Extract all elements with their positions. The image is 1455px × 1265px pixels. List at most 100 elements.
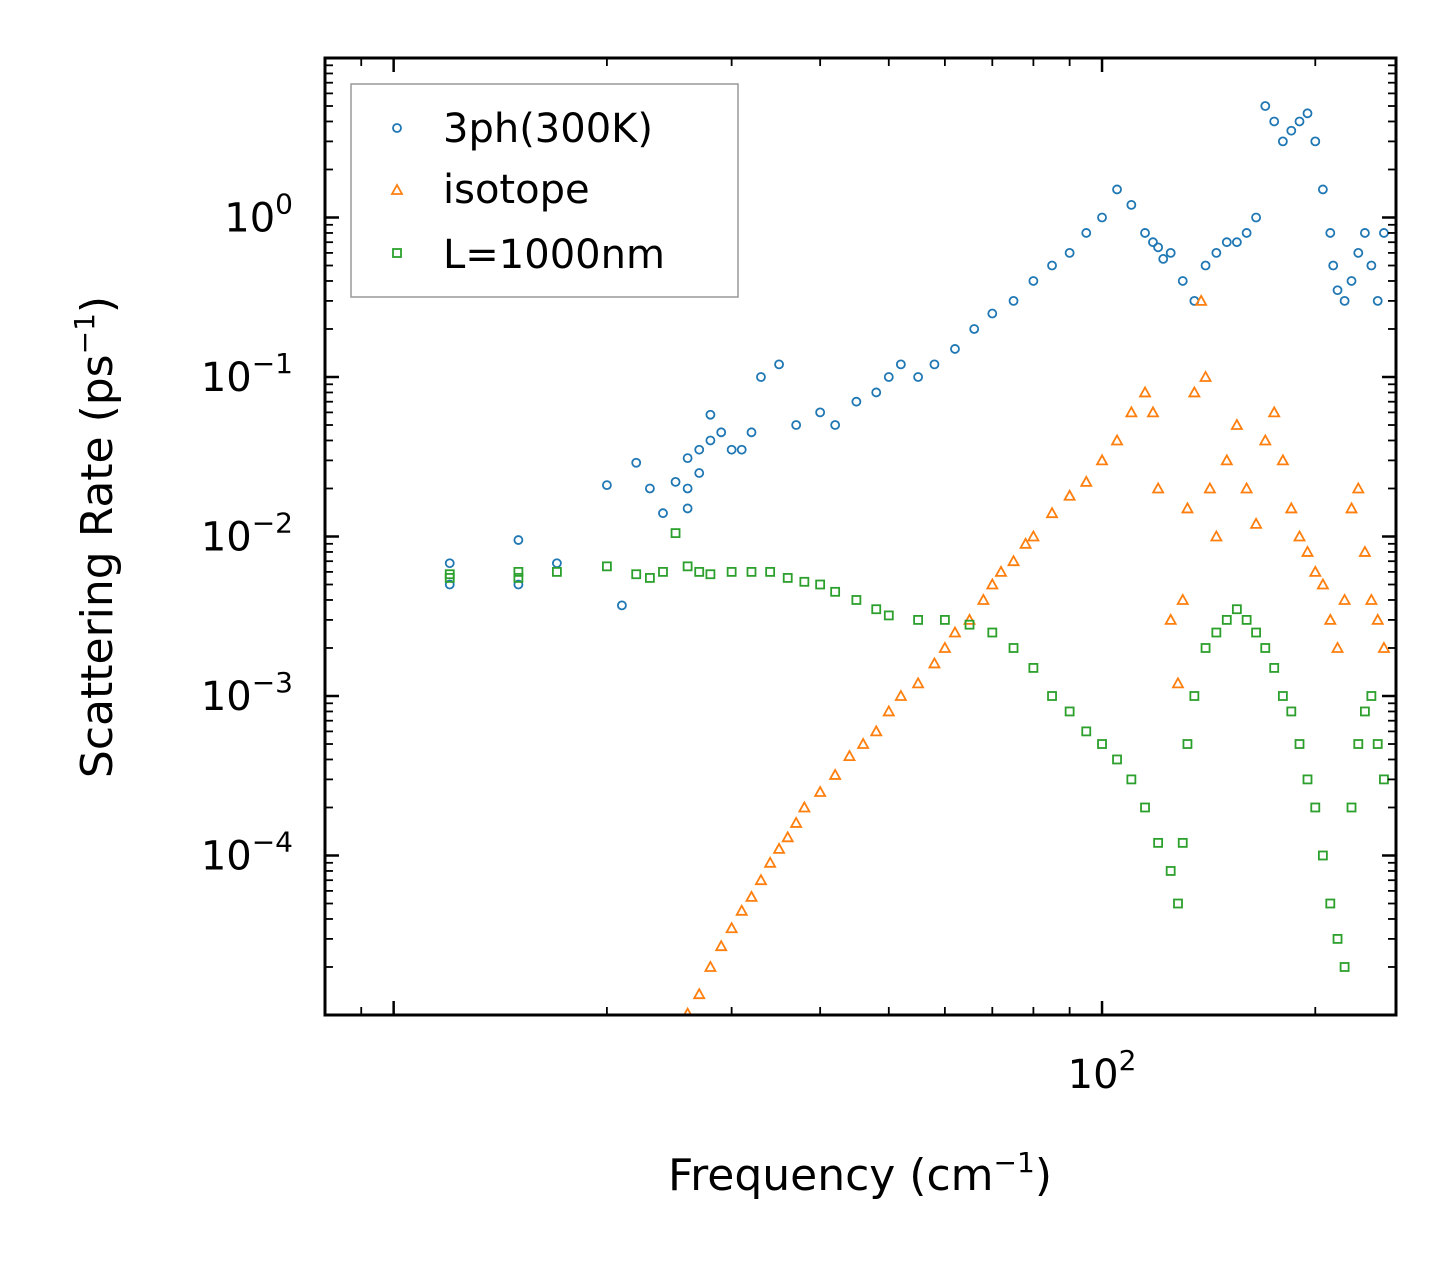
data-point [774, 359, 784, 370]
data-point [551, 566, 562, 577]
data-point [682, 561, 693, 572]
data-point [1286, 706, 1297, 717]
data-point [670, 528, 681, 539]
data-point [631, 457, 642, 468]
data-point [1008, 643, 1019, 653]
data-point [1008, 295, 1019, 306]
data-point [1269, 663, 1280, 673]
data-point [1173, 898, 1183, 909]
data-point [1047, 691, 1057, 701]
data-point [1182, 739, 1193, 749]
data-point [1231, 237, 1242, 248]
data-point [911, 676, 925, 689]
data-point [1200, 643, 1211, 653]
data-point [813, 785, 827, 797]
data-point [705, 435, 716, 446]
data-point [705, 569, 716, 580]
data-point [1277, 136, 1288, 147]
data-point [994, 565, 1008, 577]
data-point [1300, 545, 1315, 557]
data-point [871, 604, 882, 615]
data-point [976, 593, 990, 605]
legend-marker-triangle-icon [390, 183, 404, 195]
data-point [1332, 285, 1343, 296]
data-point [1140, 228, 1150, 238]
data-point [1097, 739, 1107, 749]
data-point [694, 566, 705, 577]
y-tick-label: 10−2 [201, 507, 293, 561]
data-point [789, 816, 803, 828]
data-point [1064, 247, 1075, 258]
data-point [601, 480, 612, 491]
data-point [851, 396, 862, 407]
data-point [1079, 475, 1093, 487]
data-point [1007, 554, 1021, 567]
data-point [736, 444, 747, 455]
data-point [830, 420, 841, 430]
data-point [746, 566, 757, 577]
data-points-layer [444, 101, 1391, 1015]
data-point [938, 641, 952, 653]
data-point [1258, 433, 1272, 446]
legend-markers [390, 123, 404, 258]
data-point [883, 372, 894, 382]
data-point [1251, 212, 1262, 223]
data-point [894, 689, 908, 701]
data-point [856, 737, 870, 749]
data-point [1180, 501, 1194, 514]
data-point [772, 842, 786, 854]
data-point [694, 444, 705, 455]
data-point [781, 830, 795, 843]
data-point [1346, 276, 1357, 286]
data-point [1211, 247, 1222, 258]
data-point [828, 768, 842, 780]
data-point [1209, 529, 1223, 542]
data-point [1177, 276, 1188, 286]
legend-label-boundary: L=1000nm [443, 232, 665, 278]
data-point [1325, 228, 1336, 238]
y-tick-label: 10−4 [201, 826, 293, 880]
data-point [754, 873, 768, 886]
data-point [1231, 604, 1242, 615]
data-point [1097, 212, 1107, 223]
data-point [1251, 627, 1262, 638]
data-point [1260, 101, 1271, 111]
data-point [1221, 614, 1232, 625]
data-point [1064, 706, 1075, 717]
data-point [513, 566, 524, 577]
data-point [1171, 676, 1185, 689]
y-tick-label: 10−3 [201, 666, 293, 720]
data-point [1220, 453, 1234, 466]
data-point [842, 749, 856, 761]
data-point [948, 625, 962, 638]
data-point [1294, 739, 1305, 749]
data-point [950, 344, 960, 354]
data-point [1019, 536, 1033, 549]
data-point [1126, 199, 1137, 210]
data-point [725, 921, 739, 934]
legend-marker-circle-icon [392, 123, 402, 133]
data-point [1260, 643, 1271, 653]
data-point [1189, 691, 1200, 701]
data-point [1138, 385, 1152, 398]
data-point [1146, 405, 1160, 418]
data-point [1176, 593, 1190, 605]
data-point [1194, 294, 1208, 306]
data-point [716, 427, 727, 438]
data-point [644, 483, 655, 494]
data-point [895, 359, 906, 370]
series-1 [683, 294, 1391, 1015]
legend-marker-square-icon [392, 248, 402, 258]
data-point [1316, 577, 1330, 590]
data-point [513, 579, 524, 590]
data-point [1165, 247, 1176, 258]
data-point [1364, 593, 1378, 605]
data-point [735, 903, 749, 916]
data-point [1081, 228, 1092, 238]
data-point [1140, 802, 1150, 813]
data-point [1211, 627, 1222, 638]
data-point [1317, 850, 1328, 861]
data-point [1240, 481, 1254, 494]
data-point [1286, 125, 1297, 136]
data-point [882, 704, 896, 717]
